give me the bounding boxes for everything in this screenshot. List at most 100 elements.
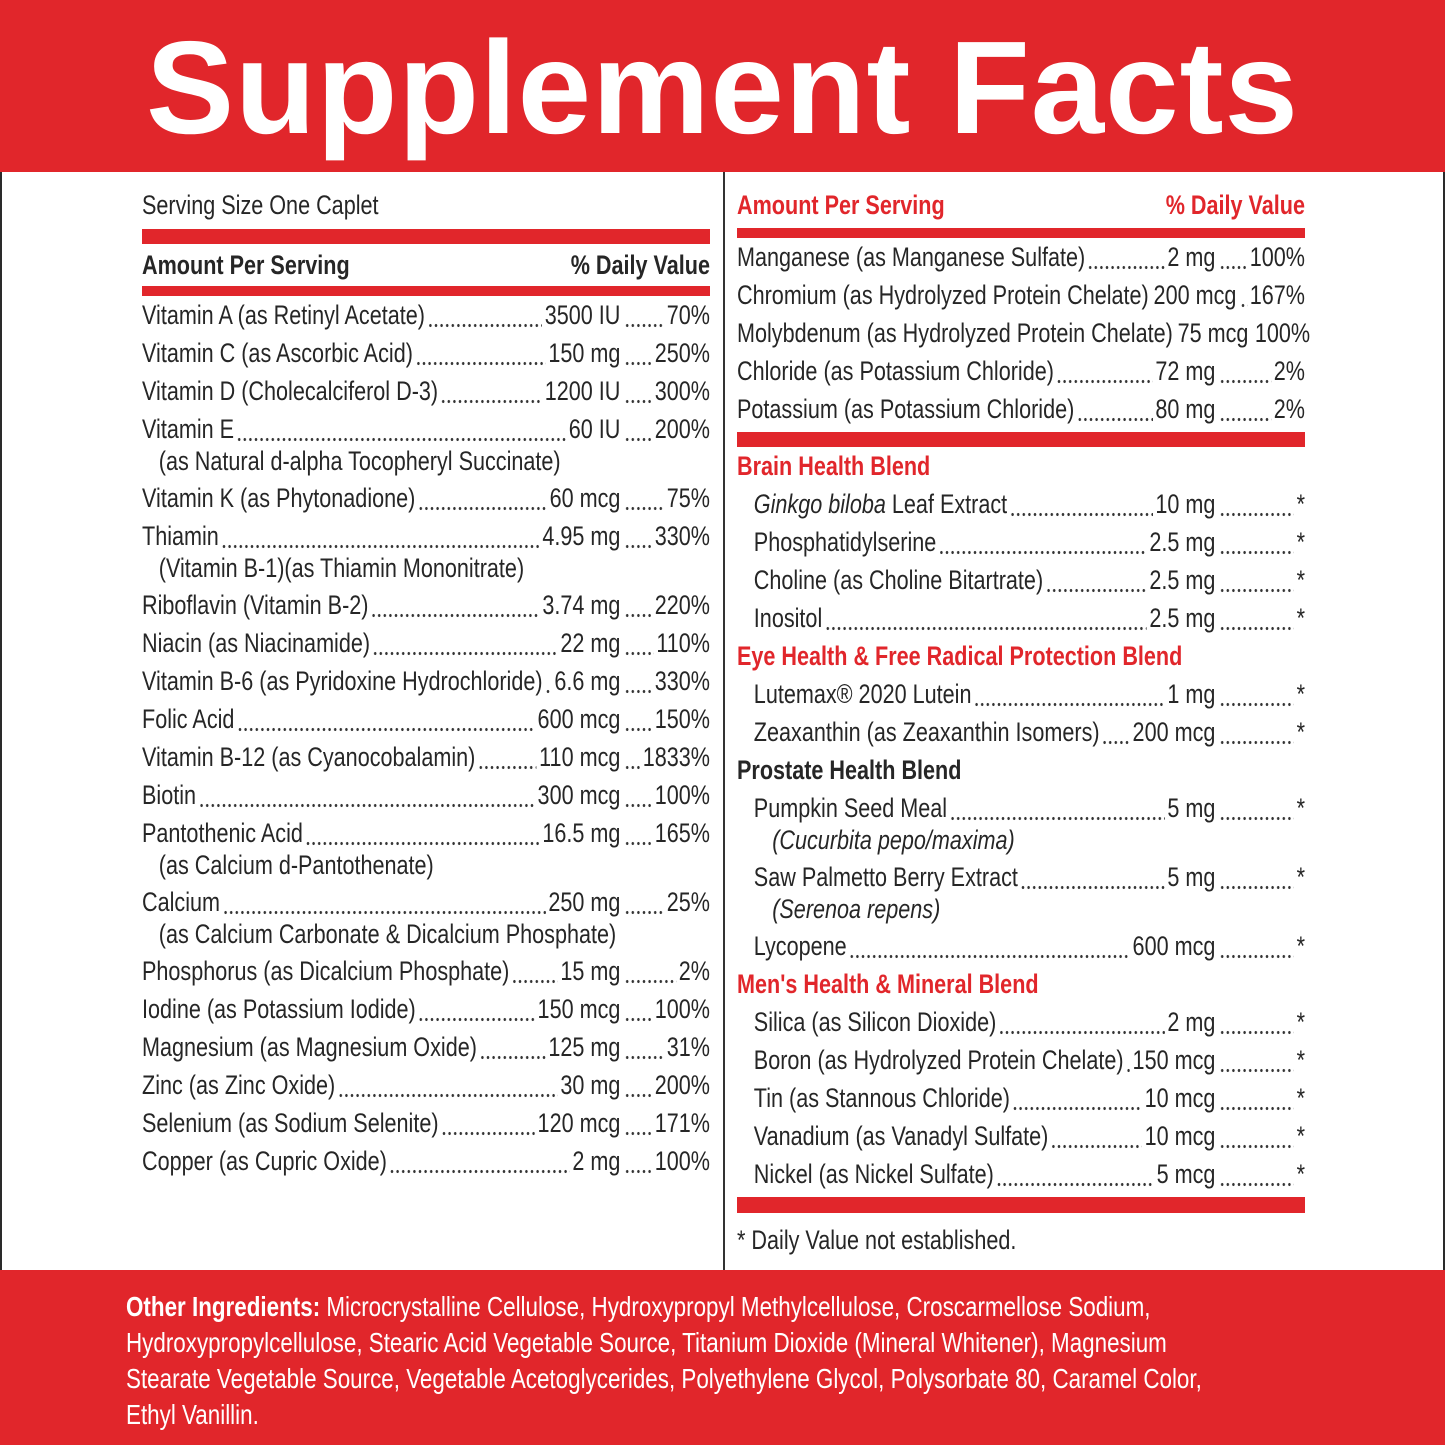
daily-value: 220% — [654, 589, 710, 620]
dot-leader — [1219, 675, 1295, 713]
nutrient-source: (as Calcium Carbonate & Dicalcium Phosph… — [158, 919, 617, 949]
amount: 6.6 mg — [554, 665, 621, 696]
nutrient-name: Ginkgo biloba Leaf Extract — [754, 489, 1007, 520]
dot-leader — [624, 586, 653, 624]
dot-leader — [624, 776, 653, 814]
dot-leader — [389, 1142, 570, 1180]
daily-value: * — [1296, 861, 1305, 892]
nutrient-name: Biotin — [142, 779, 197, 810]
nutrient-row: Lycopene 600 mcg * — [737, 927, 1305, 965]
daily-value-cell: 2% — [1215, 352, 1305, 390]
dot-leader — [849, 927, 1131, 965]
amount: 2.5 mg — [1149, 602, 1216, 633]
dot-leader — [1219, 599, 1295, 637]
nutrient-row: Potassium (as Potassium Chloride) 80 mg 2% — [737, 390, 1305, 428]
amount: 250 mg — [548, 886, 621, 917]
nutrient-source: (Vitamin B-1)(as Thiamin Mononitrate) — [158, 553, 525, 583]
blend-title: Prostate Health Blend — [737, 754, 962, 785]
amount: 150 mcg — [1132, 1044, 1216, 1075]
nutrient-name: Calcium — [142, 886, 221, 917]
nutrient-name: Vitamin K (as Phytonadione) — [142, 482, 416, 513]
nutrient-name: Saw Palmetto Berry Extract — [753, 861, 1018, 892]
amount: 75 mcg — [1177, 317, 1249, 348]
daily-value-cell: * — [1215, 713, 1305, 751]
nutrient-name: Zinc (as Zinc Oxide) — [142, 1069, 336, 1100]
amount: 60 mcg — [549, 482, 621, 513]
daily-value-cell: * — [1215, 789, 1305, 827]
daily-value: 70% — [666, 299, 710, 330]
amount: 150 mcg — [537, 993, 621, 1024]
dot-leader — [1009, 485, 1153, 523]
dot-leader — [477, 738, 537, 776]
amount: 16.5 mg — [542, 817, 621, 848]
thick-divider — [142, 229, 710, 244]
nutrient-row: Zinc (as Zinc Oxide) 30 mg 200% — [142, 1066, 710, 1104]
nutrient-row: Vitamin B-6 (as Pyridoxine Hydrochloride… — [142, 662, 710, 700]
blend-title: Men's Health & Mineral Blend — [737, 968, 1039, 999]
amount: 5 mg — [1167, 861, 1216, 892]
daily-value: 31% — [666, 1031, 710, 1062]
daily-value: 330% — [654, 520, 710, 551]
amount: 72 mg — [1155, 355, 1216, 386]
amount: 120 mcg — [537, 1107, 621, 1138]
daily-value-cell: 2% — [620, 952, 710, 990]
dot-leader — [221, 517, 540, 555]
nutrient-name: Phosphorus (as Dicalcium Phosphate) — [142, 955, 510, 986]
nutrient-row: Chloride (as Potassium Chloride) 72 mg 2% — [737, 352, 1305, 390]
daily-value-cell: 100% — [1215, 238, 1305, 276]
dot-leader — [824, 599, 1147, 637]
daily-value: 330% — [654, 665, 710, 696]
dot-leader — [1219, 1155, 1295, 1193]
amount-per-serving-label: Amount Per Serving — [737, 189, 945, 220]
dot-leader — [624, 624, 654, 662]
daily-value-cell: * — [1215, 675, 1305, 713]
dot-leader — [1219, 523, 1295, 561]
nutrient-row: Riboflavin (Vitamin B-2) 3.74 mg 220% — [142, 586, 710, 624]
dot-leader — [372, 624, 558, 662]
daily-value-cell: 100% — [1248, 314, 1310, 352]
dot-leader — [236, 410, 567, 448]
divider — [142, 286, 710, 296]
amount: 60 IU — [568, 413, 621, 444]
amount: 600 mcg — [1132, 930, 1216, 961]
dot-leader — [1219, 561, 1295, 599]
amount: 15 mg — [560, 955, 621, 986]
amount: 5 mg — [1167, 792, 1216, 823]
nutrient-name: Selenium (as Sodium Selenite) — [142, 1107, 439, 1138]
amount: 1 mg — [1167, 678, 1216, 709]
daily-value: * — [1296, 678, 1305, 709]
blend-title: Brain Health Blend — [737, 450, 931, 481]
nutrient-name: Vitamin C (as Ascorbic Acid) — [142, 337, 413, 368]
amount: 2.5 mg — [1149, 564, 1216, 595]
nutrient-row: Niacin (as Niacinamide) 22 mg 110% — [142, 624, 710, 662]
daily-value-cell: 70% — [620, 296, 710, 334]
daily-value: * — [1296, 1120, 1305, 1151]
daily-value: 171% — [654, 1107, 710, 1138]
amount: 2.5 mg — [1149, 526, 1216, 557]
nutrient-name: Manganese (as Manganese Sulfate) — [737, 241, 1086, 272]
nutrient-name: Potassium (as Potassium Chloride) — [737, 393, 1075, 424]
dot-leader — [415, 334, 546, 372]
nutrient-row: Phosphorus (as Dicalcium Phosphate) 15 mg… — [142, 952, 710, 990]
dot-leader — [624, 883, 665, 921]
daily-value: 2% — [1273, 355, 1305, 386]
other-ingredients-text: Microcrystalline Cellulose, Hydroxypropy… — [126, 1291, 1202, 1430]
nutrient-row: Saw Palmetto Berry Extract 5 mg * — [737, 858, 1305, 896]
nutrient-name: Chloride (as Potassium Chloride) — [737, 355, 1054, 386]
nutrient-row: Lutemax® 2020 Lutein 1 mg * — [737, 675, 1305, 713]
daily-value-cell: 31% — [620, 1028, 710, 1066]
nutrient-row: Selenium (as Sodium Selenite) 120 mcg 171% — [142, 1104, 710, 1142]
daily-value-cell: 220% — [620, 586, 710, 624]
daily-value-cell: 200% — [620, 1066, 710, 1104]
daily-value-cell: 165% — [620, 814, 710, 852]
nutrient-row: Vitamin C (as Ascorbic Acid) 150 mg 250% — [142, 334, 710, 372]
nutrient-name: Vitamin B-6 (as Pyridoxine Hydrochloride… — [142, 665, 543, 696]
dot-leader — [1219, 1117, 1295, 1155]
dot-leader — [624, 738, 641, 776]
nutrient-row: Zeaxanthin (as Zeaxanthin Isomers) 200 mc… — [737, 713, 1305, 751]
daily-value: * — [1296, 792, 1305, 823]
daily-value-cell: * — [1215, 858, 1305, 896]
dot-leader — [1020, 858, 1165, 896]
dot-leader — [544, 662, 552, 700]
left-column: Serving Size One Caplet Amount Per Servi… — [142, 185, 710, 1180]
